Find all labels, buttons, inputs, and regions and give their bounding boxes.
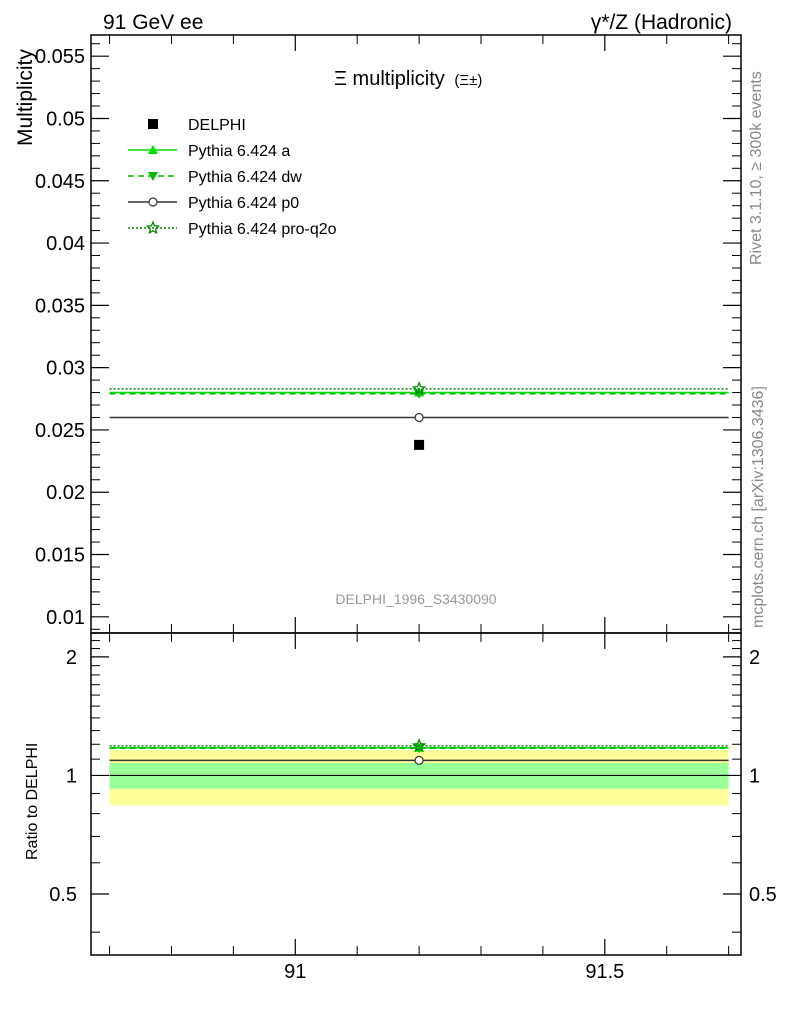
y-tick-label: 0.05 [46,108,85,130]
legend-label: DELPHI [188,117,246,134]
y-tick-label: 0.055 [35,46,85,68]
chart-title: Ξ multiplicity (Ξ±) [334,68,482,90]
legend-marker [148,197,158,207]
legend-label: Pythia 6.424 a [188,143,290,160]
legend-entry-2: Pythia 6.424 dw [128,169,302,186]
ratio-tick-label-left: 2 [66,647,77,669]
main-x-ticks [109,35,730,633]
header-left-label: 91 GeV ee [103,11,203,34]
legend: DELPHI Pythia 6.424 a Pythia 6.424 dw Pythi… [128,117,337,238]
main-y-axis: 0.01 0.015 0.02 0.025 0.03 0.035 0.04 0.045 0.05… [35,43,741,630]
legend-label: Pythia 6.424 pro-q2o [188,221,337,238]
main-series-marker-3 [411,381,427,396]
y-tick-label: 0.025 [35,420,85,442]
mcplots-label: mcplots.cern.ch [arXiv:1306.3436] [750,386,767,628]
y-tick-label: 0.01 [46,607,85,629]
legend-marker [148,119,158,129]
ratio-panel-series [109,738,729,765]
main-panel-series [109,381,729,450]
chart-title-main: Ξ multiplicity [334,68,445,90]
y-tick-label: 0.03 [46,358,85,380]
x-tick-label: 91.5 [585,961,624,983]
legend-entry-4: Pythia 6.424 pro-q2o [128,220,337,238]
y-tick-label: 0.02 [46,482,85,504]
ratio-axis-label: Ratio to DELPHI [24,743,41,860]
ratio-plot-frame [90,632,742,956]
x-tick-label: 91 [284,961,306,983]
ratio-series-marker-3 [411,738,427,753]
legend-label: Pythia 6.424 p0 [188,195,299,212]
chart-title-sub: (Ξ±) [454,72,482,89]
ratio-series-marker-2 [414,755,424,765]
ratio-y-axis: 0.5 0.5 1 1 2 2 [49,640,777,933]
legend-label: Pythia 6.424 dw [188,169,302,186]
y-tick-label: 0.04 [46,233,85,255]
ratio-tick-label-left: 0.5 [49,884,77,906]
ratio-tick-label-right: 0.5 [749,884,777,906]
y-tick-label: 0.015 [35,545,85,567]
y-tick-label: 0.045 [35,171,85,193]
legend-entry-3: Pythia 6.424 p0 [128,195,299,212]
ratio-tick-label-left: 1 [66,765,77,787]
main-series-marker-2 [414,412,424,423]
legend-entry-1: Pythia 6.424 a [128,143,290,160]
y-tick-label: 0.035 [35,295,85,317]
rivet-label: Rivet 3.1.10, ≥ 300k events [748,71,765,265]
ratio-tick-label-right: 2 [749,647,760,669]
legend-entry-0: DELPHI [148,117,246,134]
header-right-label: γ*/Z (Hadronic) [591,11,732,34]
ratio-x-axis: 91 91.5 [109,633,730,983]
legend-marker [148,172,158,181]
analysis-label: DELPHI_1996_S3430090 [335,591,496,607]
legend-marker [148,145,158,154]
y-axis-label: Multiplicity [14,49,37,146]
data-point-delphi [414,439,425,450]
legend-marker [145,220,161,235]
ratio-tick-label-right: 1 [749,765,760,787]
